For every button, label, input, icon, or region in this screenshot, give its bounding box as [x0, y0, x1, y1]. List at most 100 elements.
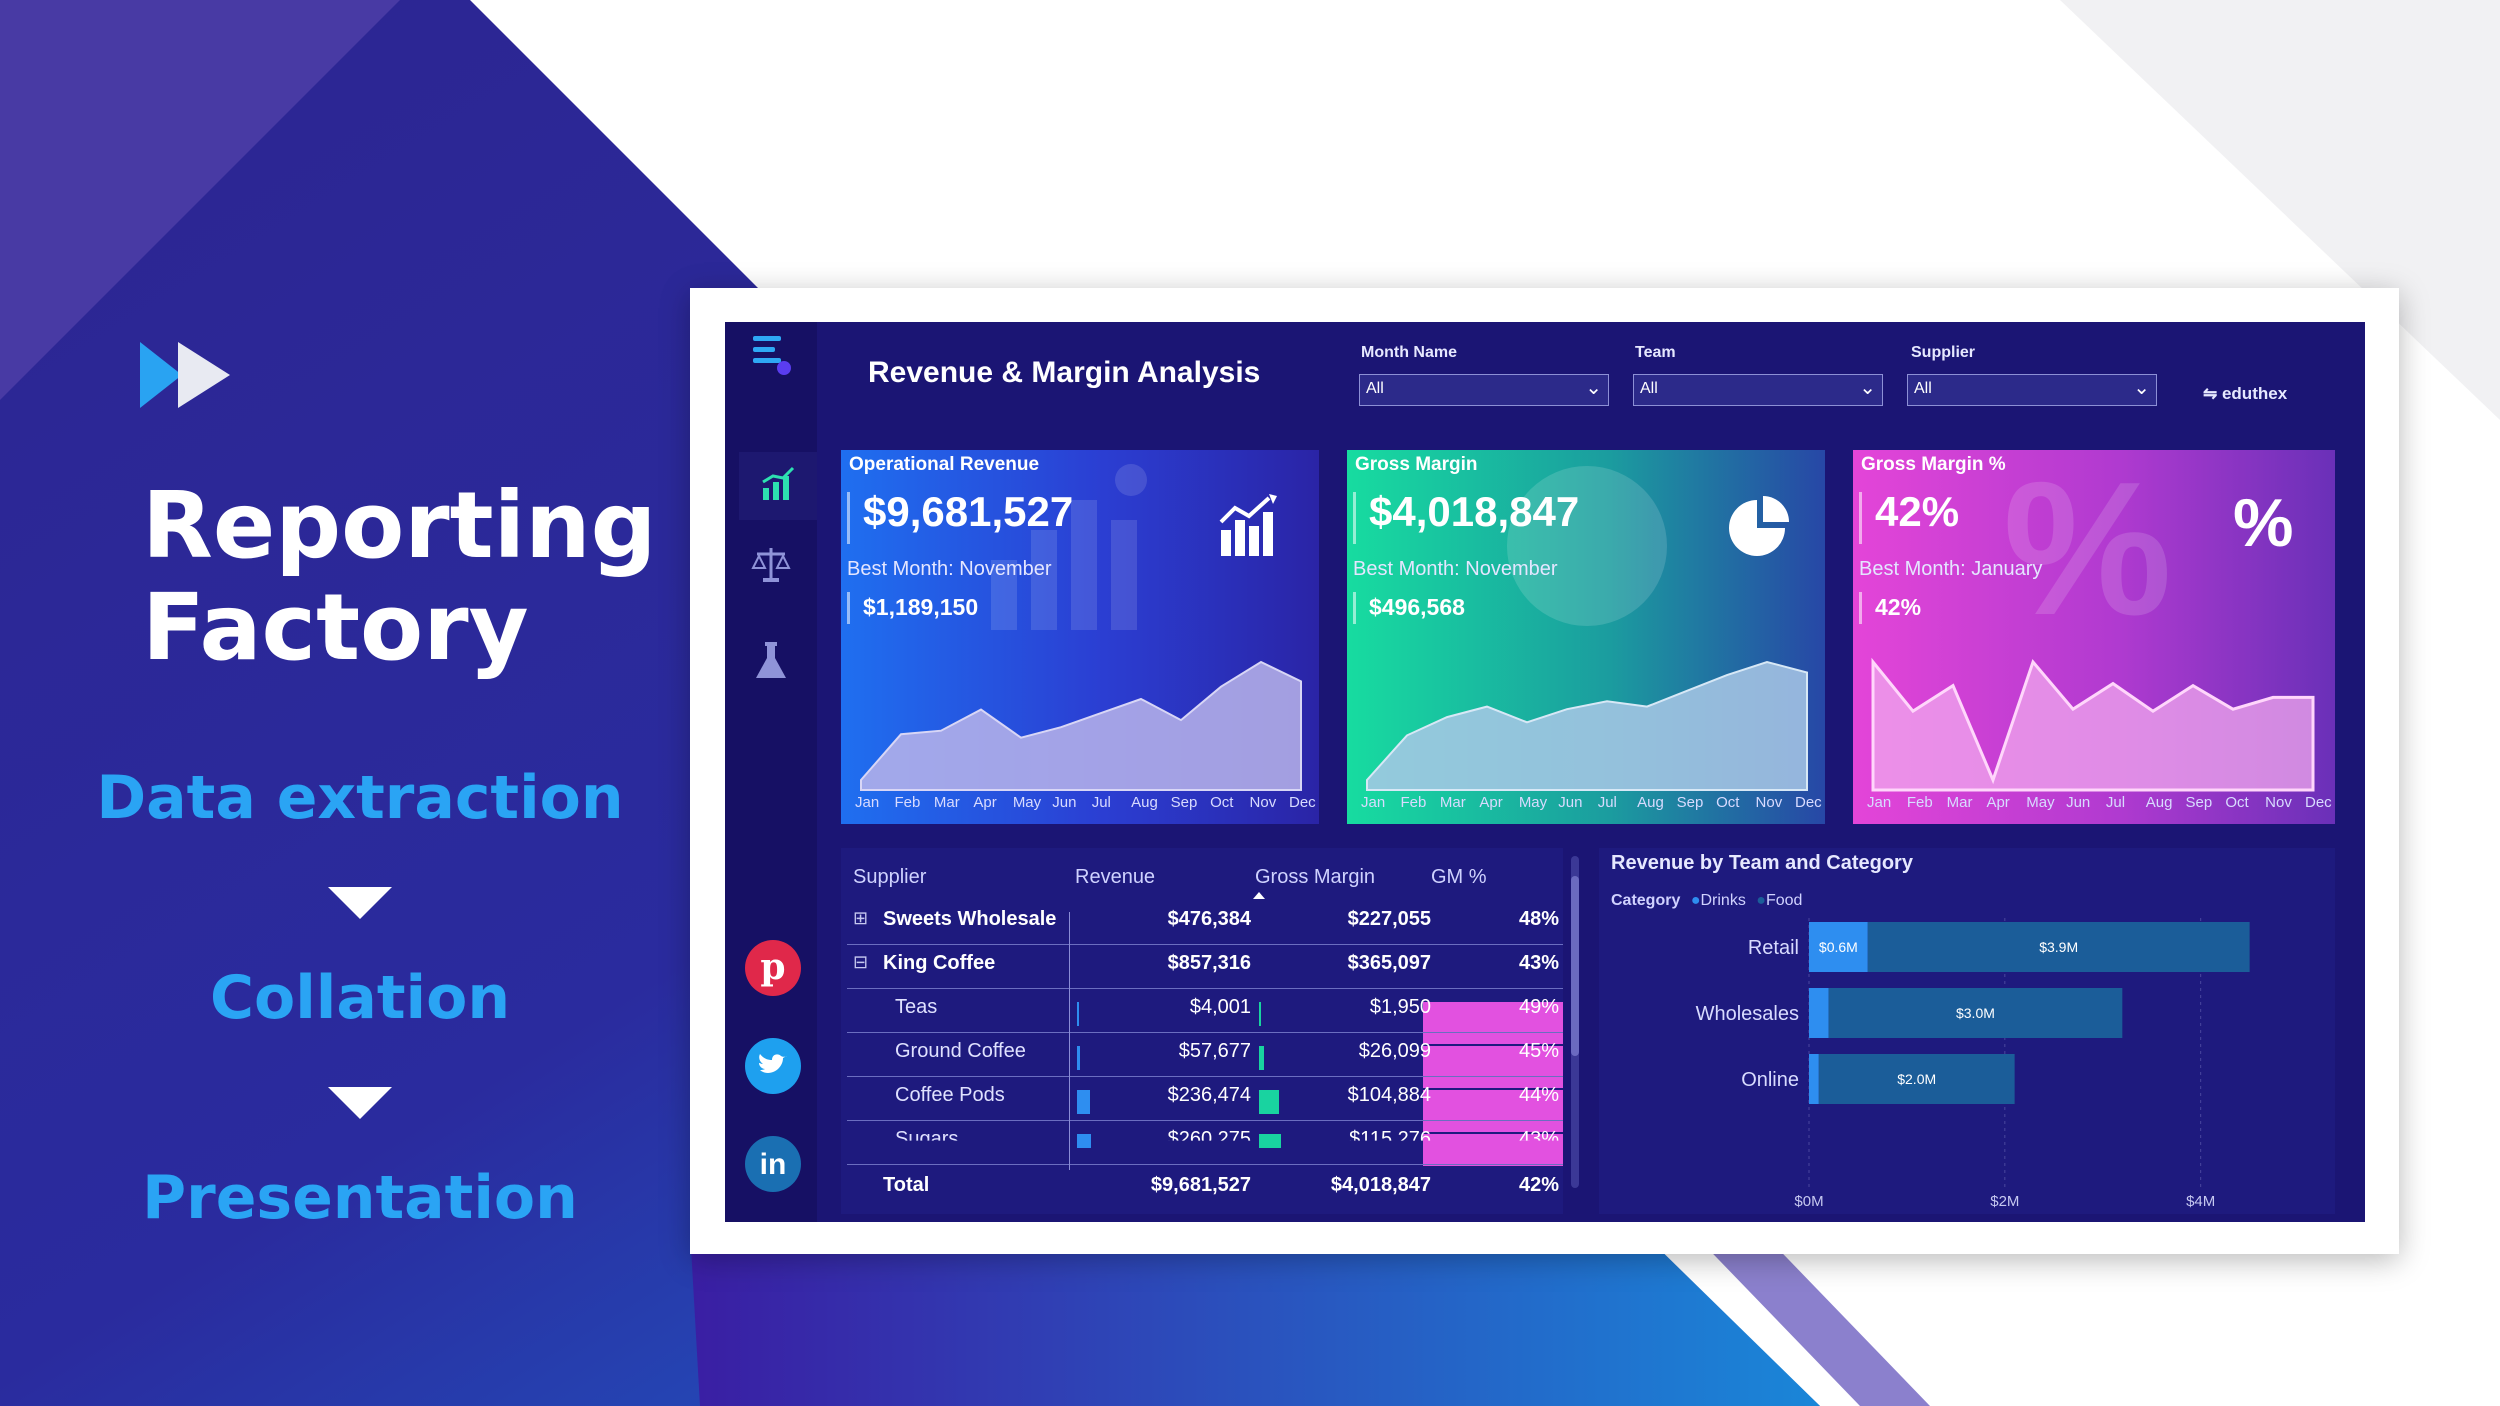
row-divider: [847, 944, 1563, 945]
kpi-value: 42%: [1875, 488, 1960, 535]
supplier-filter-value: All: [1914, 380, 1932, 397]
col-header-supplier[interactable]: Supplier: [853, 866, 927, 888]
category-label: Wholesales: [1696, 1003, 1799, 1025]
kpi-best-value: $496,568: [1369, 594, 1465, 620]
bar-drinks[interactable]: [1809, 922, 1868, 972]
supplier-name: Sweets Wholesale: [883, 908, 1057, 930]
revenue-value: $4,001: [1189, 996, 1251, 1018]
col-header-gross-margin[interactable]: Gross Margin: [1255, 866, 1376, 888]
filter-label-supplier: Supplier: [1911, 344, 1976, 361]
month-tick-label: May: [2026, 794, 2055, 811]
supplier-name: King Coffee: [883, 952, 996, 974]
month-filter-dropdown[interactable]: All ⌄: [1359, 374, 1609, 406]
menu-icon[interactable]: [751, 332, 793, 380]
filter-label-month: Month Name: [1361, 344, 1457, 361]
month-tick-label: Sep: [1170, 794, 1198, 811]
kpi-best-value: 42%: [1875, 594, 1922, 620]
sort-ascending-icon[interactable]: [1253, 892, 1265, 899]
supplier-name: Sugars: [895, 1128, 959, 1150]
category-label: Retail: [1748, 937, 1799, 959]
flask-icon[interactable]: [753, 640, 789, 682]
down-arrow-icon: [328, 1087, 392, 1119]
bar-chart-icon: [1219, 494, 1277, 556]
bar-food[interactable]: [1867, 922, 2250, 972]
gm-highlight: [1423, 1002, 1563, 1044]
month-tick-label: Nov: [2265, 794, 2292, 811]
total-label: Total: [883, 1174, 930, 1196]
bar-chart-icon: [762, 466, 795, 500]
month-tick-label: Oct: [1716, 794, 1740, 811]
team-chart-legend: Category ●Drinks ●Food: [1611, 892, 1802, 910]
month-tick-label: Dec: [2305, 794, 2332, 811]
bar-drinks[interactable]: [1809, 988, 1829, 1038]
scale-icon[interactable]: [751, 544, 791, 584]
bar-data-label: $0.6M: [1819, 939, 1858, 955]
kpi-accent-bar: [1353, 592, 1356, 624]
kpi-card-gross-margin-pct[interactable]: % Gross Margin % 42% Best Month: January…: [1853, 450, 2335, 824]
margin-data-bar: [1259, 1134, 1281, 1148]
category-label: Online: [1741, 1069, 1799, 1091]
total-revenue: $9,681,527: [1150, 1174, 1251, 1196]
team-filter-dropdown[interactable]: All ⌄: [1633, 374, 1883, 406]
chevron-down-icon: ⌄: [2133, 377, 2150, 399]
gm-pct-area-chart: [1871, 657, 2315, 792]
margin-value: $115,276: [1349, 1128, 1431, 1150]
legend-title: Category: [1611, 892, 1681, 909]
supplier-filter-dropdown[interactable]: All ⌄: [1907, 374, 2157, 406]
bar-drinks[interactable]: [1809, 1054, 1819, 1104]
kpi-best-month: Best Month: January: [1859, 558, 2043, 580]
expand-toggle-icon[interactable]: ⊟: [853, 952, 869, 972]
margin-value: $1,950: [1369, 996, 1431, 1018]
gm-value: 48%: [1518, 908, 1559, 930]
team-bar-chart: Retail $0.6M $3.9M Wholesales $3.0M Online $2.…: [1696, 918, 2250, 1210]
kpi-card-revenue[interactable]: Operational Revenue $9,681,527 Best Mont…: [841, 450, 1319, 824]
slide-title-line2: Factory: [142, 574, 529, 681]
month-tick-label: May: [1012, 794, 1042, 811]
revenue-area-chart: [860, 660, 1302, 791]
col-header-gm-pct[interactable]: GM %: [1431, 866, 1487, 888]
twitter-icon[interactable]: [745, 1038, 801, 1094]
revenue-value: $857,316: [1167, 952, 1251, 974]
pinterest-icon[interactable]: p: [745, 940, 801, 996]
month-tick-label: Feb: [1906, 794, 1933, 811]
row-divider: [847, 1164, 1563, 1165]
flow-step-extraction: Data extraction: [96, 763, 624, 833]
legend-dot-icon: ●: [1756, 892, 1766, 909]
flow-step-collation: Collation: [209, 963, 511, 1033]
kpi-title: Gross Margin: [1355, 454, 1478, 475]
bar-data-label: $3.9M: [2039, 939, 2078, 955]
brand-name: eduthex: [2221, 384, 2288, 403]
kpi-title: Gross Margin %: [1861, 454, 2006, 475]
total-margin: $4,018,847: [1330, 1174, 1431, 1196]
expand-toggle-icon[interactable]: ⊞: [853, 908, 869, 928]
team-chart-title: Revenue by Team and Category: [1611, 852, 1913, 874]
month-tick-label: Sep: [2185, 794, 2213, 811]
bar-food[interactable]: [1818, 1054, 2015, 1104]
revenue-data-bar: [1077, 1090, 1090, 1114]
month-tick-label: Jun: [2066, 794, 2091, 811]
table-scrollbar[interactable]: [1571, 856, 1579, 1188]
kpi-value: $9,681,527: [863, 488, 1074, 535]
filter-label-team: Team: [1635, 344, 1676, 361]
margin-data-bar: [1259, 1090, 1280, 1114]
chevron-down-icon: ⌄: [1585, 377, 1602, 399]
dashboard: p in Revenue & Margin Analysis Month Nam…: [725, 322, 2365, 1222]
scrollbar-thumb[interactable]: [1571, 876, 1579, 1056]
col-header-revenue[interactable]: Revenue: [1075, 866, 1156, 888]
month-tick-label: Jul: [1091, 794, 1111, 811]
month-tick-label: Dec: [1795, 794, 1822, 811]
month-tick-label: May: [1518, 794, 1548, 811]
month-tick-label: Feb: [1400, 794, 1427, 811]
kpi-card-gross-margin[interactable]: Gross Margin $4,018,847 Best Month: Nove…: [1347, 450, 1825, 824]
nav-item-active[interactable]: [739, 452, 817, 520]
margin-value: $227,055: [1347, 908, 1431, 930]
revenue-value: $57,677: [1178, 1040, 1251, 1062]
supplier-name: Teas: [895, 996, 938, 1018]
gm-highlight: [1423, 1134, 1563, 1166]
month-tick-label: Mar: [1439, 794, 1466, 811]
column-divider: [1069, 912, 1070, 1170]
gm-value: 45%: [1518, 1040, 1559, 1062]
linkedin-icon[interactable]: in: [745, 1136, 801, 1192]
kpi-best-month: Best Month: November: [847, 558, 1052, 580]
bar-food[interactable]: [1828, 988, 2123, 1038]
